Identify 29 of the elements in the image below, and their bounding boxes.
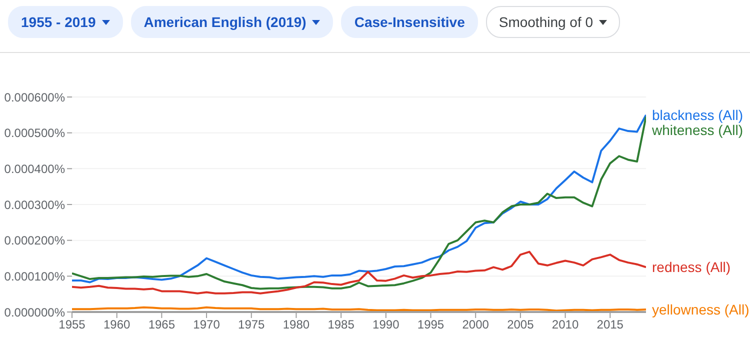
x-tick-label: 1995 bbox=[417, 318, 444, 332]
x-tick-label: 1985 bbox=[328, 318, 355, 332]
x-tick-label: 1965 bbox=[148, 318, 176, 332]
text: Smoothing of 0 bbox=[498, 14, 594, 30]
x-tick-label: 2015 bbox=[596, 318, 624, 332]
series-label: yellowness (All) bbox=[652, 301, 750, 318]
x-tick-label: 2000 bbox=[462, 318, 490, 332]
series-label: blackness (All) bbox=[652, 106, 744, 123]
y-tick-label: 0.000100% bbox=[4, 269, 66, 284]
y-tick-label: 0.000500% bbox=[4, 126, 66, 140]
x-tick-label: 1980 bbox=[282, 318, 310, 332]
x-tick-label: 1955 bbox=[58, 318, 86, 332]
x-tick-label: 1990 bbox=[372, 318, 400, 332]
text: Case-Insensitive bbox=[354, 14, 465, 30]
text: 1955 - 2019 bbox=[21, 14, 96, 30]
y-tick-label: 0.000400% bbox=[4, 162, 66, 176]
y-tick-label: 0.000000% bbox=[4, 305, 66, 320]
x-tick-label: 1960 bbox=[103, 318, 131, 332]
y-tick-label: 0.000200% bbox=[4, 234, 66, 248]
x-tick-label: 1975 bbox=[238, 318, 266, 332]
y-tick-label: 0.000300% bbox=[4, 198, 66, 212]
line-series bbox=[72, 250, 646, 294]
y-tick-label: 0.000600% bbox=[4, 90, 66, 104]
series-label: whiteness (All) bbox=[651, 122, 744, 138]
x-tick-label: 1970 bbox=[193, 318, 220, 332]
x-tick-label: 2005 bbox=[507, 318, 534, 332]
series-label: redness (All) bbox=[652, 259, 731, 276]
x-tick-label: 2010 bbox=[552, 318, 579, 332]
text: American English (2019) bbox=[144, 14, 306, 30]
